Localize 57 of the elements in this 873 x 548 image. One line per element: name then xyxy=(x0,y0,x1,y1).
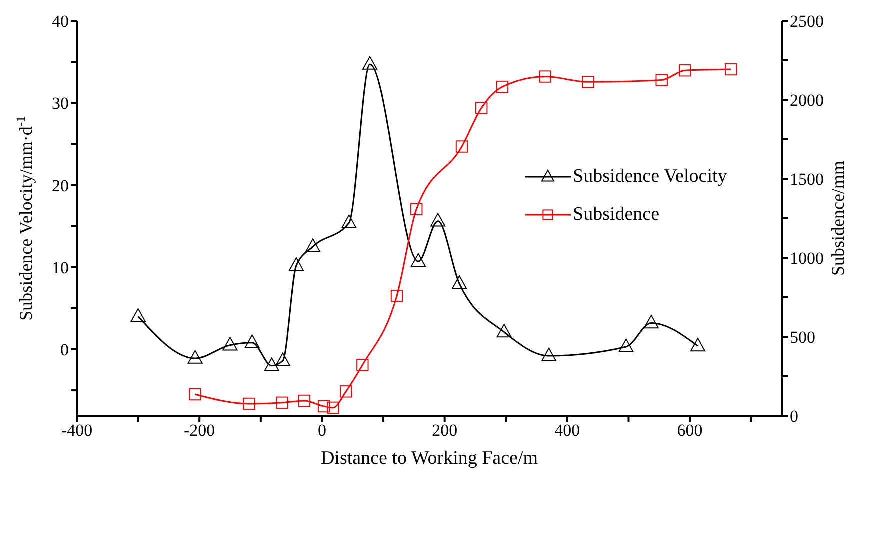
y-tick-label: 30 xyxy=(52,94,69,114)
point xyxy=(496,80,509,94)
point xyxy=(452,276,468,290)
point xyxy=(276,396,288,409)
point xyxy=(362,56,378,70)
x-tick-label: 200 xyxy=(432,421,458,440)
point xyxy=(356,359,369,372)
x-tick-label: 400 xyxy=(554,421,580,440)
x-tick-label: 0 xyxy=(318,421,326,440)
y2-axis-title: Subsidence/mm xyxy=(828,161,848,276)
x-tick-label: -400 xyxy=(61,421,93,440)
y-tick-label: 20 xyxy=(52,176,69,196)
point xyxy=(342,214,357,228)
point xyxy=(679,64,692,77)
y-tick-label: 40 xyxy=(52,12,69,32)
x-tick-label: 600 xyxy=(677,421,703,440)
point xyxy=(130,308,146,322)
point xyxy=(275,352,290,366)
point xyxy=(340,386,352,398)
point xyxy=(476,102,488,114)
point xyxy=(644,315,659,329)
point xyxy=(690,338,706,352)
point xyxy=(298,394,311,408)
point xyxy=(222,337,238,351)
legend-label: Subsidence Velocity xyxy=(573,166,728,188)
y-tick-label: 10 xyxy=(52,258,69,278)
point xyxy=(288,258,304,272)
point xyxy=(410,203,423,216)
point xyxy=(306,238,321,252)
y2-tick-label: 1000 xyxy=(790,249,824,268)
point xyxy=(264,358,280,372)
point xyxy=(430,213,446,227)
y2-tick-label: 1500 xyxy=(790,170,824,190)
y-tick-label: 0 xyxy=(60,340,69,360)
x-tick-label: -200 xyxy=(184,421,216,440)
point xyxy=(390,290,404,302)
y2-tick-label: 2500 xyxy=(790,12,824,32)
point xyxy=(725,63,738,76)
point xyxy=(410,253,426,268)
point xyxy=(244,334,260,348)
point xyxy=(656,74,668,86)
legend-label: Subsidence xyxy=(573,204,660,226)
y2-tick-label: 2000 xyxy=(790,91,824,110)
point xyxy=(542,348,557,362)
point xyxy=(618,338,634,352)
point xyxy=(539,70,552,83)
point xyxy=(582,76,594,88)
point xyxy=(318,400,330,413)
point xyxy=(327,402,340,414)
point xyxy=(456,140,468,153)
point xyxy=(496,324,512,338)
point xyxy=(243,398,256,410)
point xyxy=(189,388,202,401)
point xyxy=(188,350,203,364)
x-axis-title: Distance to Working Face/m xyxy=(320,448,538,469)
y2-tick-label: 500 xyxy=(790,328,816,348)
y2-tick-label: 0 xyxy=(790,407,798,426)
